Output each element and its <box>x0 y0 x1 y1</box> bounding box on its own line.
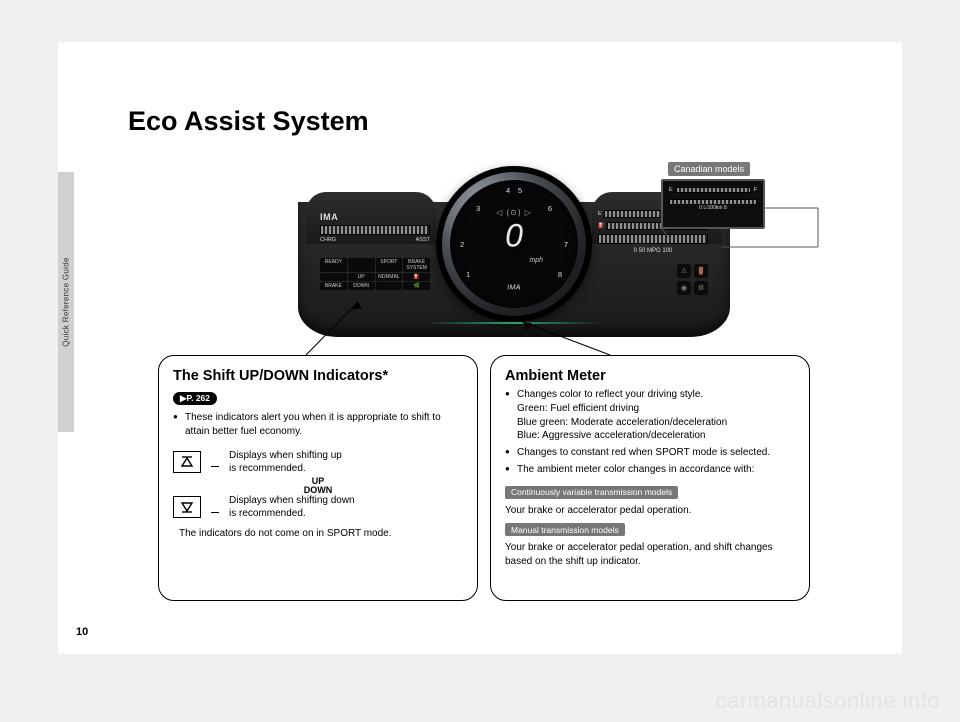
shift-down-desc-l2: is recommended. <box>229 508 306 519</box>
shift-up-desc-l2: is recommended. <box>229 463 306 474</box>
mpg-scale: 0 50 MPG 100 <box>598 248 708 254</box>
tpms-icon: ◉ <box>677 281 691 295</box>
blank-light-2 <box>320 273 347 281</box>
cvt-tag: Continuously variable transmission model… <box>505 486 678 499</box>
tick-6: 6 <box>548 204 552 213</box>
fuel-e: E <box>598 211 602 217</box>
page-ref-badge: ▶P. 262 <box>173 392 217 405</box>
normal-light: NORMAL <box>376 273 403 281</box>
tick-7: 7 <box>564 240 568 249</box>
cdn-fuel-gauge <box>676 187 751 193</box>
right-callout-title: Ambient Meter <box>505 368 795 384</box>
manual-text: Your brake or accelerator pedal operatio… <box>505 541 795 568</box>
ambient-meter-callout: Ambient Meter Changes color to reflect y… <box>490 355 810 601</box>
warning-lights-left: READY SPORT BRAKE SYSTEM UP NORMAL ⛽ BRA… <box>320 258 430 290</box>
left-callout-bullet: These indicators alert you when it is ap… <box>173 411 463 439</box>
tick-8: 8 <box>558 270 562 279</box>
cdn-scale: 0 L/100km 8 <box>669 205 757 211</box>
sport-light: SPORT <box>376 258 403 272</box>
speed-unit: mph <box>529 257 543 264</box>
manual-page: Quick Reference Guide Eco Assist System … <box>58 42 902 654</box>
tick-5: 5 <box>518 186 522 195</box>
page-number: 10 <box>76 626 88 638</box>
shift-table: Displays when shifting up is recommended… <box>173 449 463 521</box>
tick-2: 2 <box>460 240 464 249</box>
blank-light <box>348 258 375 272</box>
shift-note: The indicators do not come on in SPORT m… <box>179 528 463 539</box>
chrg-label: CHRG <box>320 237 336 243</box>
eco-light: 🌿 <box>403 282 430 290</box>
shift-down-icon <box>173 496 201 518</box>
manual-tag: Manual transmission models <box>505 523 625 536</box>
page-heading: Eco Assist System <box>128 106 369 137</box>
rc-b3: The ambient meter color changes in accor… <box>505 463 795 477</box>
shift-down-desc: Displays when shifting down is recommend… <box>229 494 355 520</box>
mpg-gauge <box>598 234 708 244</box>
canadian-models-tag: Canadian models <box>668 162 750 176</box>
ready-light: READY <box>320 258 347 272</box>
shift-up-icon <box>173 451 201 473</box>
door-icon: 🚪 <box>694 264 708 278</box>
ima-label: IMA <box>320 212 430 222</box>
shift-down-light: DOWN <box>348 282 375 290</box>
fuel-light: ⛽ <box>403 273 430 281</box>
shift-up-desc: Displays when shifting up is recommended… <box>229 449 342 475</box>
tick-1: 1 <box>466 270 470 279</box>
tick-3: 3 <box>476 204 480 213</box>
warning-lights-right: ⚠ 🚪 ◉ ⚙ <box>677 264 708 295</box>
turn-beam-icons: ◁ (⊙) ▷ <box>496 208 532 217</box>
shift-down-desc-l1: Displays when shifting down <box>229 495 355 506</box>
shift-up-light: UP <box>348 273 375 281</box>
brakesys-light: BRAKE SYSTEM <box>403 258 430 272</box>
ima-dial-logo: IMA <box>507 284 521 291</box>
rc-b2: Changes to constant red when SPORT mode … <box>505 446 795 460</box>
speedometer-dial: ◁ (⊙) ▷ 0 mph IMA 1 2 3 4 5 6 7 8 <box>450 180 578 308</box>
watermark: carmanualsonline.info <box>715 688 940 714</box>
speed-readout: 0 <box>505 218 523 255</box>
tick-4: 4 <box>506 186 510 195</box>
cdn-fuel-f: F <box>754 187 757 193</box>
shift-up-desc-l1: Displays when shifting up <box>229 450 342 461</box>
brake-light: BRAKE <box>320 282 347 290</box>
asst-label: ASST <box>416 237 430 243</box>
ima-charge-panel: IMA CHRG ASST <box>320 212 430 243</box>
rc-b1b: Blue green: Moderate acceleration/decele… <box>517 416 795 430</box>
engine-icon: ⚙ <box>694 281 708 295</box>
rc-b1c: Blue: Aggressive acceleration/decelerati… <box>517 429 795 443</box>
fuel-icon: ⛽ <box>598 223 605 229</box>
canadian-inset: E F 0 L/100km 8 <box>661 179 765 229</box>
cvt-text: Your brake or accelerator pedal operatio… <box>505 504 795 518</box>
seatbelt-icon: ⚠ <box>677 264 691 278</box>
blank-light-3 <box>376 282 403 290</box>
rc-b1-main: Changes color to reflect your driving st… <box>517 389 703 400</box>
ambient-meter-strip <box>424 322 604 324</box>
side-tab: Quick Reference Guide <box>58 172 74 432</box>
side-tab-label: Quick Reference Guide <box>62 257 71 346</box>
cdn-fuel-e: E <box>669 187 673 193</box>
left-callout-title: The Shift UP/DOWN Indicators* <box>173 368 463 384</box>
shift-indicator-callout: The Shift UP/DOWN Indicators* ▶P. 262 Th… <box>158 355 478 601</box>
rc-b1a: Green: Fuel efficient driving <box>517 402 795 416</box>
ima-bar <box>320 225 430 235</box>
rc-b1: Changes color to reflect your driving st… <box>505 388 795 443</box>
